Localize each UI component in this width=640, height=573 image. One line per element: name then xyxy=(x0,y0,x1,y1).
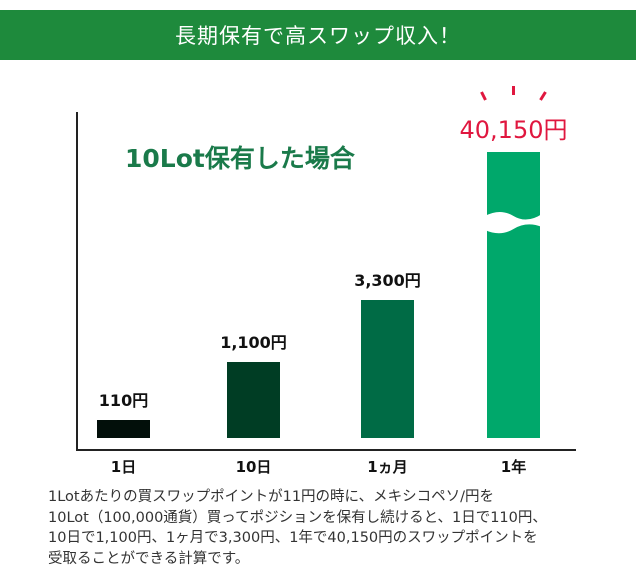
bar-3 xyxy=(487,152,540,438)
description: 1Lotあたりの買スワップポイントが11円の時に、メキシコペソ/円を 10Lot… xyxy=(48,487,638,569)
axis-break xyxy=(485,212,542,234)
description-line: 10Lot（100,000通貨）買ってポジションを保有し続けると、1日で110円… xyxy=(48,509,547,526)
category-label: 1年 xyxy=(501,458,526,476)
value-label: 3,300円 xyxy=(354,271,421,290)
banner: 長期保有で高スワップ収入！ xyxy=(0,10,636,60)
description-line: 10日で1,100円、1ヶ月で3,300円、1年で40,150円のスワップポイン… xyxy=(48,530,538,546)
value-label: 110円 xyxy=(99,391,148,410)
description-line: 1Lotあたりの買スワップポイントが11円の時に、メキシコペソ/円を xyxy=(48,489,495,505)
category-label: 1ヵ月 xyxy=(367,458,407,476)
bar-chart: 10Lot保有した場合 110円 1日 1,100円 10日 3,300円 1ヵ月 40,1… xyxy=(76,86,576,476)
bar-1 xyxy=(227,362,280,438)
emphasis-ray xyxy=(539,91,547,101)
bar-2 xyxy=(361,300,414,438)
category-label: 1日 xyxy=(111,458,136,476)
emphasis-ray xyxy=(480,91,487,101)
bar-0 xyxy=(97,420,150,438)
description-line: 受取ることができる計算です。 xyxy=(48,550,250,567)
banner-title: 長期保有で高スワップ収入！ xyxy=(175,24,461,48)
value-label: 40,150円 xyxy=(460,116,568,144)
chart-title: 10Lot保有した場合 xyxy=(125,144,356,173)
value-label: 1,100円 xyxy=(220,333,287,352)
category-label: 10日 xyxy=(236,458,272,476)
